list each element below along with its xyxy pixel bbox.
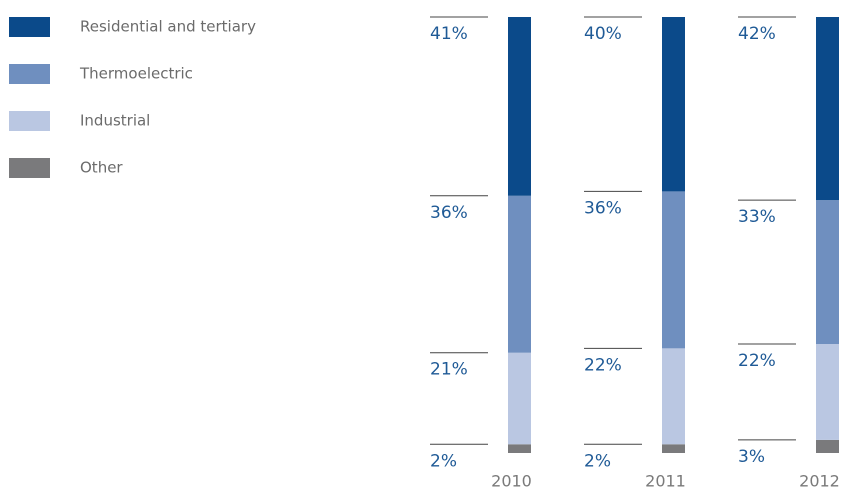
- legend-label: Other: [80, 159, 123, 177]
- value-label: 22%: [738, 351, 776, 371]
- bar-segment: [662, 348, 685, 445]
- bar-segment: [816, 200, 839, 344]
- value-label: 2%: [584, 451, 611, 471]
- value-label: 2%: [430, 451, 457, 471]
- bar-segment: [816, 344, 839, 440]
- value-label: 3%: [738, 447, 765, 467]
- bar-segment: [816, 439, 839, 453]
- value-label: 36%: [430, 203, 468, 223]
- x-tick-label: 2010: [491, 472, 532, 489]
- value-label: 36%: [584, 198, 622, 218]
- bar-segment: [508, 444, 531, 453]
- legend-label: Residential and tertiary: [80, 18, 256, 36]
- x-tick-label: 2012: [799, 472, 840, 489]
- bar-segment: [816, 17, 839, 201]
- value-label: 40%: [584, 24, 622, 44]
- value-label: 33%: [738, 207, 776, 227]
- x-tick-label: 2011: [645, 472, 686, 489]
- value-label: 41%: [430, 24, 468, 44]
- value-label: 22%: [584, 355, 622, 375]
- value-label: 42%: [738, 24, 776, 44]
- bar-segment: [508, 352, 531, 445]
- bar-segment: [508, 195, 531, 353]
- bar-segment: [662, 444, 685, 453]
- value-label: 21%: [430, 360, 468, 380]
- legend-swatch: [9, 158, 50, 178]
- bar-segment: [662, 17, 685, 192]
- legend-swatch: [9, 64, 50, 84]
- legend-swatch: [9, 111, 50, 131]
- legend-label: Thermoelectric: [79, 65, 193, 83]
- bar-segment: [662, 191, 685, 349]
- bar-segment: [508, 17, 531, 196]
- legend-swatch: [9, 17, 50, 37]
- legend-label: Industrial: [80, 112, 150, 130]
